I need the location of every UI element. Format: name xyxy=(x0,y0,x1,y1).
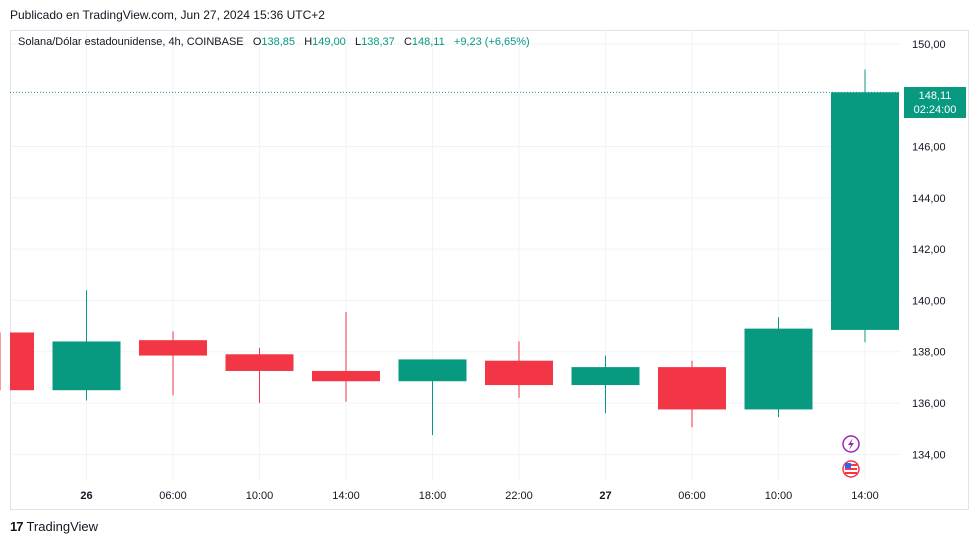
legend-low-value: 138,37 xyxy=(361,36,395,48)
chart-legend: Solana/Dólar estadounidense, 4h, COINBAS… xyxy=(18,36,530,48)
candle[interactable] xyxy=(225,347,294,404)
legend-high-value: 149,00 xyxy=(312,36,346,48)
published-caption: Publicado en TradingView.com, Jun 27, 20… xyxy=(10,8,325,22)
last-price-tag: 148,11 02:24:00 xyxy=(904,87,966,118)
candle[interactable] xyxy=(0,332,34,391)
candle-body xyxy=(485,360,553,386)
candle[interactable] xyxy=(571,355,640,414)
candle[interactable] xyxy=(139,331,207,396)
chart-frame xyxy=(10,30,969,510)
candle-body xyxy=(658,367,726,410)
event-icons[interactable] xyxy=(842,435,860,478)
grid-lines xyxy=(10,31,900,480)
x-tick-label: 06:00 xyxy=(159,490,187,502)
y-tick-label: 144,00 xyxy=(912,193,946,205)
tradingview-brand: TradingView xyxy=(26,519,99,534)
x-tick-label: 22:00 xyxy=(505,490,533,502)
candle[interactable] xyxy=(658,360,726,428)
y-tick-label: 150,00 xyxy=(912,39,946,51)
candle[interactable] xyxy=(398,359,467,436)
candle[interactable] xyxy=(52,290,121,401)
candle-body xyxy=(52,341,121,391)
x-axis: 26 06:00 10:00 14:00 18:00 22:00 27 06:00 10:00 1… xyxy=(80,490,878,502)
candles-group xyxy=(0,69,899,436)
candle[interactable] xyxy=(485,341,553,398)
x-tick-label: 14:00 xyxy=(332,490,360,502)
legend-symbol: Solana/Dólar estadounidense, 4h, COINBAS… xyxy=(18,36,244,48)
legend-high-label: H xyxy=(304,36,313,48)
x-tick-label: 10:00 xyxy=(765,490,793,502)
x-tick-label: 26 xyxy=(80,490,92,502)
y-tick-label: 134,00 xyxy=(912,449,946,461)
last-price-value: 148,11 xyxy=(918,90,952,102)
legend-close-label: C xyxy=(403,36,412,48)
tradingview-logo[interactable]: 17 TradingView xyxy=(10,519,98,534)
candle-body xyxy=(312,370,380,382)
x-tick-label: 14:00 xyxy=(851,490,879,502)
y-tick-label: 146,00 xyxy=(912,141,946,153)
candle-body xyxy=(225,354,294,371)
x-tick-label: 27 xyxy=(599,490,611,502)
legend-low-label: L xyxy=(354,36,362,48)
candle-body xyxy=(139,340,207,356)
candle[interactable] xyxy=(831,69,899,343)
y-tick-label: 142,00 xyxy=(912,244,946,256)
candle-body xyxy=(831,92,899,330)
candle-body xyxy=(10,332,34,391)
legend-open-value: 138,85 xyxy=(261,36,296,48)
candle-body xyxy=(398,359,467,382)
legend-open-label: O xyxy=(252,36,262,48)
candle[interactable] xyxy=(312,311,380,402)
y-tick-label: 136,00 xyxy=(912,398,946,410)
y-axis: 134,00 136,00 138,00 140,00 142,00 144,00 146,… xyxy=(912,39,946,462)
x-tick-label: 18:00 xyxy=(419,490,447,502)
x-tick-label: 06:00 xyxy=(678,490,706,502)
countdown-value: 02:24:00 xyxy=(913,104,957,116)
legend-close-value: 148,11 xyxy=(411,36,445,48)
legend-change: +9,23 (+6,65%) xyxy=(453,36,530,48)
y-tick-label: 138,00 xyxy=(912,347,946,359)
candle-body xyxy=(744,328,813,410)
candle[interactable] xyxy=(744,317,813,418)
tradingview-mark-icon: 17 xyxy=(10,519,24,534)
flash-bolt-icon xyxy=(848,438,854,450)
x-tick-label: 10:00 xyxy=(246,490,274,502)
y-tick-label: 140,00 xyxy=(912,295,946,307)
candle-body xyxy=(571,367,640,386)
